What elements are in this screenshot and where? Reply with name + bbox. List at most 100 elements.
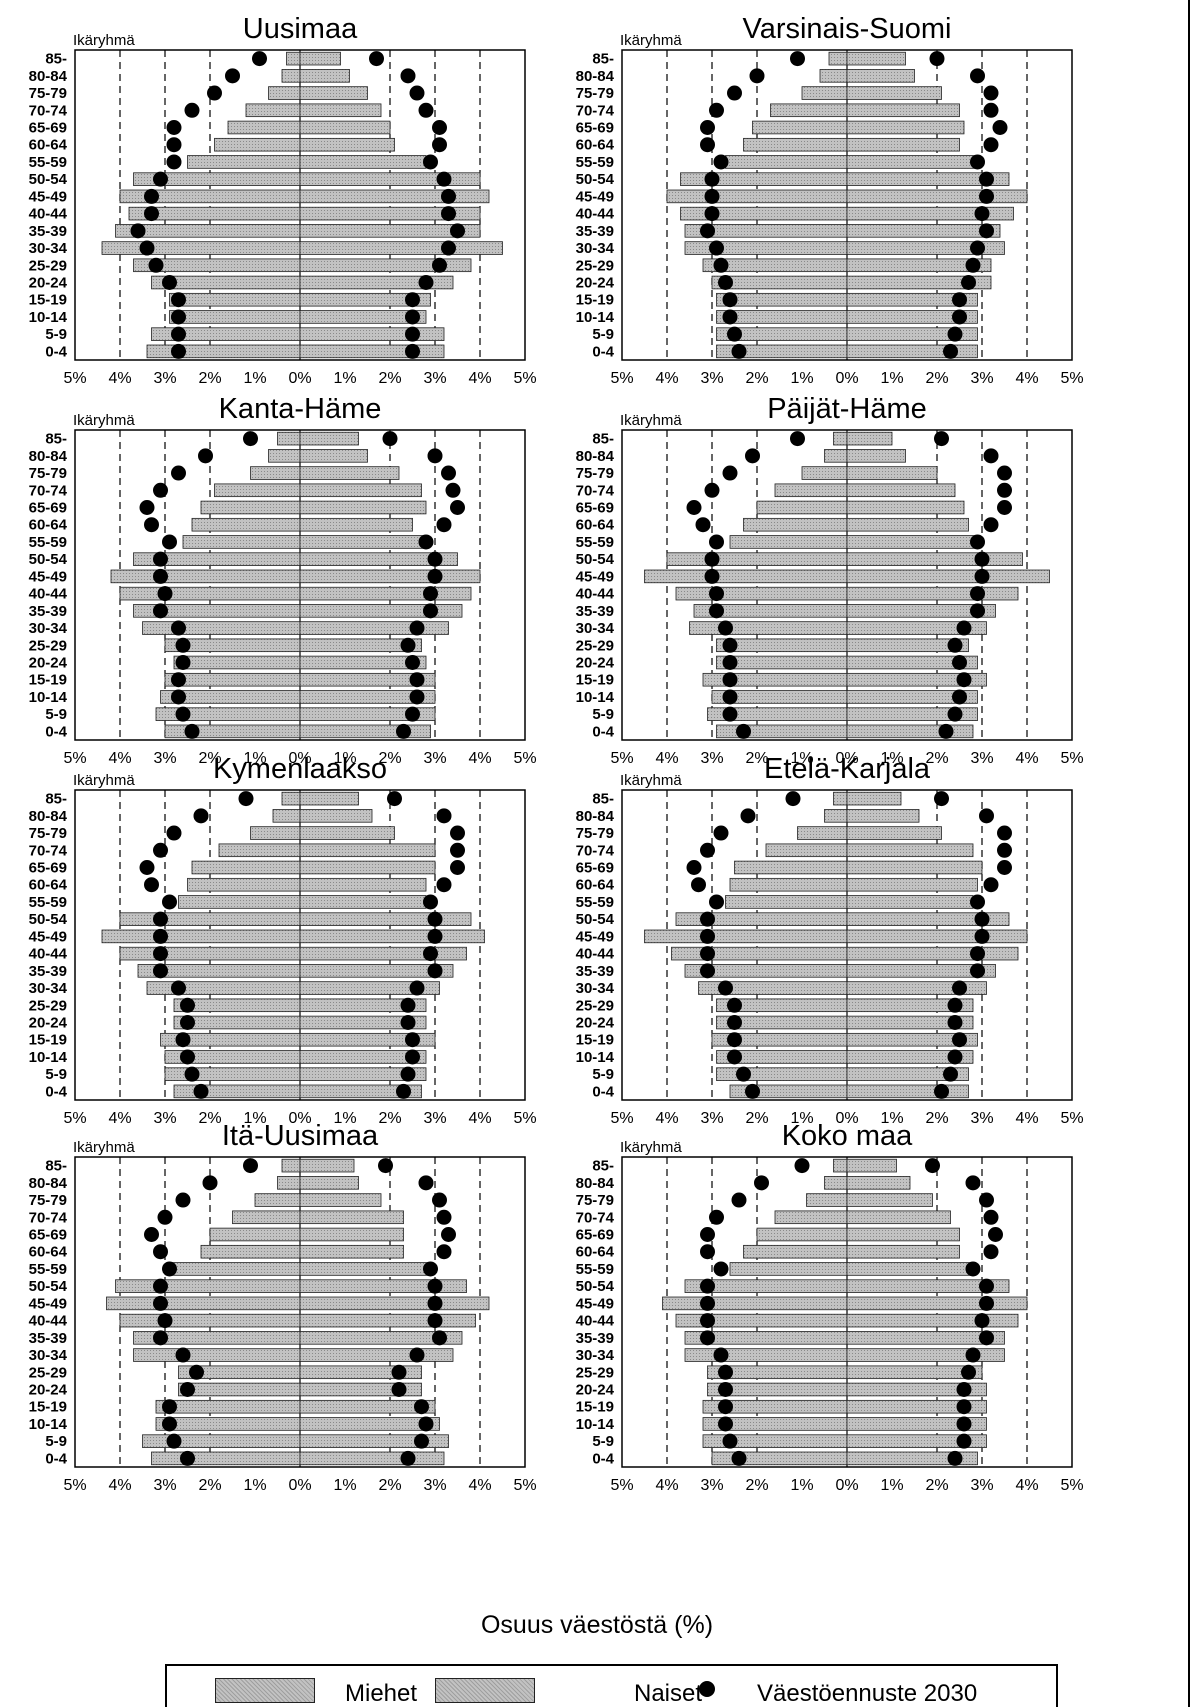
forecast-dot-women xyxy=(970,946,985,962)
bar-women xyxy=(846,466,938,480)
age-group-label: 55-59 xyxy=(576,534,614,551)
age-group-label: 70-74 xyxy=(576,102,615,119)
bar-women xyxy=(299,586,472,601)
pyramid-it-uusimaa: Itä-Uusimaa Ikäryhmä 0-45-910-1415-1920-24… xyxy=(29,1120,537,1494)
forecast-dot-women xyxy=(427,1295,443,1311)
forecast-dot-women xyxy=(436,171,452,187)
x-tick-label: 2% xyxy=(378,750,401,767)
bar-men xyxy=(272,809,301,823)
bar-women xyxy=(846,1417,987,1431)
forecast-dot-women xyxy=(965,1261,981,1277)
bar-men xyxy=(110,569,301,584)
forecast-dot-men xyxy=(139,240,155,256)
age-group-label: 25-29 xyxy=(576,1364,614,1381)
forecast-dot-women xyxy=(970,154,985,170)
forecast-dot-men xyxy=(700,911,715,927)
bar-women xyxy=(299,1331,463,1345)
age-group-label: 20-24 xyxy=(576,1382,615,1399)
forecast-dot-men xyxy=(166,825,182,841)
forecast-dot-men xyxy=(171,672,186,688)
x-tick-label: 0% xyxy=(288,1110,311,1127)
age-group-label: 70-74 xyxy=(29,482,68,499)
pyramid-varsinais-suomi: Varsinais-SuomiIkäryhmä0-45-910-1415-192… xyxy=(576,13,1084,387)
age-group-label: 45-49 xyxy=(576,188,614,205)
x-tick-label: 3% xyxy=(153,750,176,767)
bar-men xyxy=(101,929,301,944)
forecast-dot-women xyxy=(947,997,963,1013)
bar-women xyxy=(299,1067,427,1081)
forecast-dot-women xyxy=(983,102,999,118)
bar-men xyxy=(187,877,301,892)
bar-women xyxy=(846,569,1050,584)
x-tick-label: 4% xyxy=(108,1477,131,1494)
age-group-label: 15-19 xyxy=(576,672,614,689)
forecast-dot-women xyxy=(961,1364,976,1380)
forecast-dot-women xyxy=(418,1416,434,1432)
x-tick-label: 4% xyxy=(108,370,131,387)
age-group-label: 35-39 xyxy=(576,223,614,240)
bar-men xyxy=(268,449,301,463)
age-group-label: 20-24 xyxy=(576,655,615,672)
bar-men xyxy=(729,877,848,892)
forecast-dot-women xyxy=(934,791,949,807)
age-group-label: 85- xyxy=(45,791,67,808)
bar-women xyxy=(846,638,969,653)
age-group-label: 45-49 xyxy=(576,568,614,585)
x-tick-label: 0% xyxy=(288,1477,311,1494)
forecast-dot-men xyxy=(175,706,191,722)
forecast-dot-men xyxy=(171,343,186,359)
bar-women xyxy=(299,275,454,290)
bar-women xyxy=(299,895,427,909)
forecast-dot-men xyxy=(704,568,720,584)
age-group-label: 30-34 xyxy=(576,240,615,257)
legend-forecast-label: Väestöennuste 2030 xyxy=(757,1680,978,1707)
age-group-label: 75-79 xyxy=(29,85,67,102)
bar-women xyxy=(299,1015,427,1030)
age-group-label: 65-69 xyxy=(576,120,614,137)
forecast-dot-women xyxy=(974,911,990,927)
bar-women xyxy=(299,672,436,687)
pyramid-kanta-h-me: Kanta-HämeIkäryhmä0-45-910-1415-1920-242… xyxy=(29,393,537,767)
forecast-dot-women xyxy=(947,706,963,722)
bar-women xyxy=(846,621,987,635)
forecast-dot-men xyxy=(713,1261,729,1277)
bar-men xyxy=(155,1417,301,1431)
age-group-label: 10-14 xyxy=(29,1416,68,1433)
forecast-dot-women xyxy=(378,1158,393,1174)
age-axis-label: Ikäryhmä xyxy=(620,1139,682,1156)
age-group-label: 50-54 xyxy=(29,551,68,568)
forecast-dot-women xyxy=(441,240,456,256)
forecast-dot-men xyxy=(144,1227,159,1242)
forecast-dot-women xyxy=(970,603,985,619)
bar-women xyxy=(846,275,992,290)
age-group-label: 5-9 xyxy=(592,1433,614,1450)
age-group-label: 80-84 xyxy=(576,1175,615,1192)
forecast-dot-women xyxy=(418,275,434,290)
forecast-dot-women xyxy=(952,655,967,670)
forecast-dot-men xyxy=(718,1399,733,1415)
forecast-dot-women xyxy=(382,431,398,447)
x-tick-label: 4% xyxy=(1015,1110,1038,1127)
forecast-dot-women xyxy=(405,706,420,722)
bar-men xyxy=(689,621,848,635)
bar-women xyxy=(846,998,974,1013)
forecast-dot-women xyxy=(943,1066,958,1082)
forecast-dot-women xyxy=(943,343,958,359)
age-group-label: 40-44 xyxy=(29,946,68,963)
bar-women xyxy=(846,809,920,823)
x-tick-label: 4% xyxy=(1015,750,1038,767)
age-group-label: 70-74 xyxy=(576,842,615,859)
age-group-label: 30-34 xyxy=(29,620,68,637)
forecast-dot-men xyxy=(171,326,186,342)
forecast-dot-men xyxy=(153,1330,168,1346)
forecast-dot-men xyxy=(718,620,733,636)
forecast-dot-men xyxy=(153,963,168,979)
bar-men xyxy=(806,1193,848,1207)
age-group-label: 85- xyxy=(592,51,614,68)
x-tick-label: 1% xyxy=(243,370,266,387)
x-tick-label: 1% xyxy=(880,1110,903,1127)
age-group-label: 30-34 xyxy=(29,240,68,257)
bar-women xyxy=(299,964,454,978)
bar-men xyxy=(115,1279,301,1293)
bar-women xyxy=(846,120,965,135)
